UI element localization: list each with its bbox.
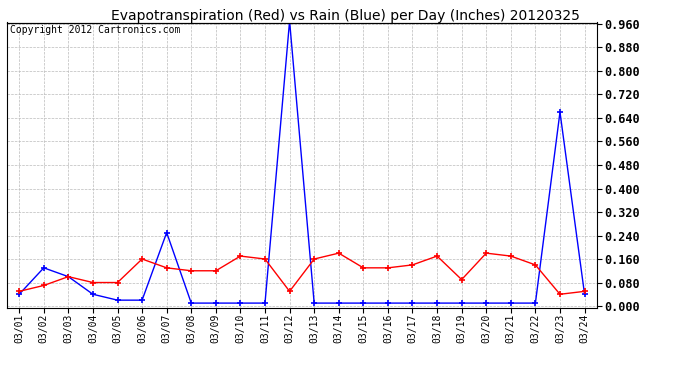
Text: Evapotranspiration (Red) vs Rain (Blue) per Day (Inches) 20120325: Evapotranspiration (Red) vs Rain (Blue) … [110,9,580,23]
Text: Copyright 2012 Cartronics.com: Copyright 2012 Cartronics.com [10,26,180,35]
